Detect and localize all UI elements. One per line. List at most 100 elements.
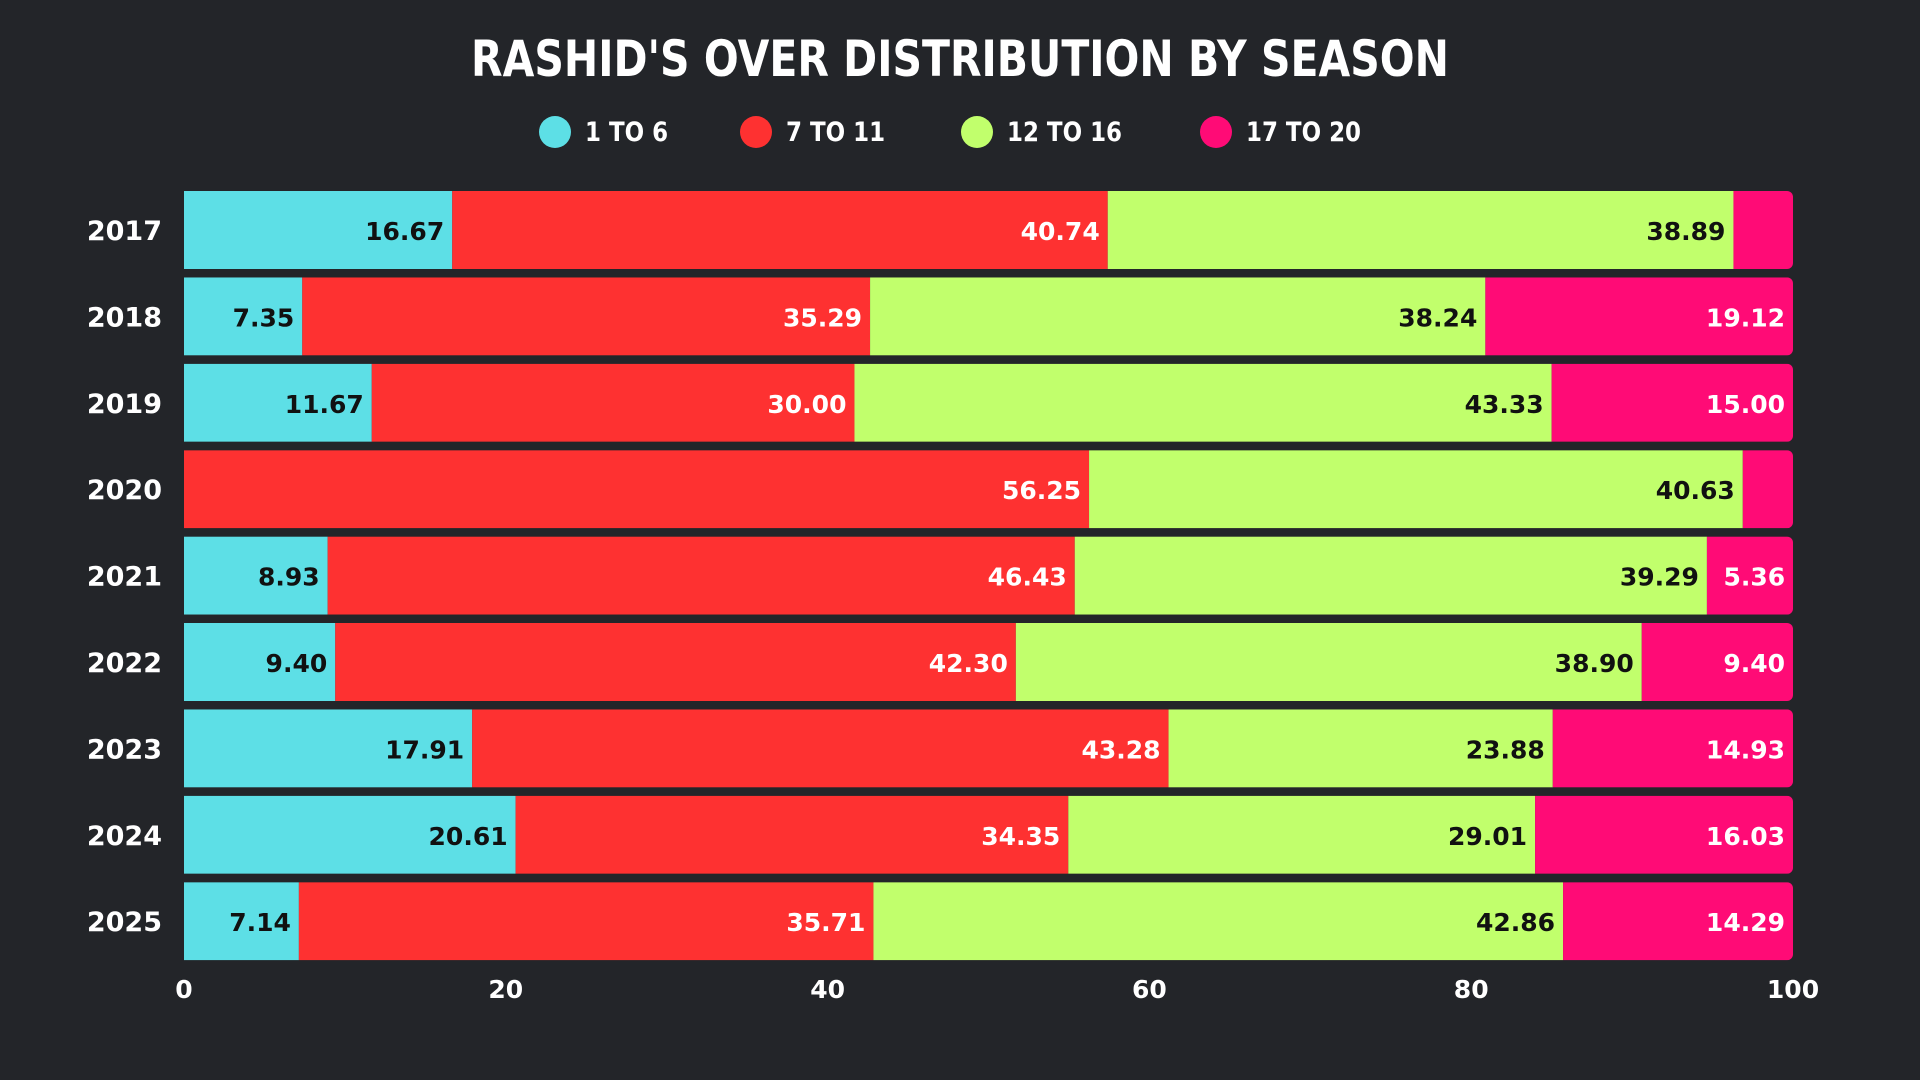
- legend-label-7-to-11: 7 TO 11: [786, 116, 886, 148]
- bar-row-2021: [184, 536, 1793, 615]
- bar-segment-2021-7-to-11: [327, 536, 1075, 615]
- bar-row-2018: [184, 277, 1793, 356]
- data-label-2017-7-to-11: 40.74: [1021, 217, 1100, 246]
- bar-segment-2021-1-to-6: [184, 536, 328, 615]
- data-label-2025-7-to-11: 35.71: [786, 908, 865, 937]
- data-label-2025-1-to-6: 7.14: [229, 908, 291, 937]
- bar-segment-2021-17-to-20: [1706, 536, 1793, 615]
- x-tick-label-80: 80: [1454, 975, 1489, 1004]
- data-label-2024-7-to-11: 34.35: [981, 822, 1060, 851]
- x-tick-label-20: 20: [488, 975, 523, 1004]
- bar-segment-2023-12-to-16: [1168, 709, 1553, 788]
- data-label-2021-17-to-20: 5.36: [1723, 563, 1785, 592]
- x-tick-label-60: 60: [1132, 975, 1167, 1004]
- y-tick-label-2017: 2017: [87, 216, 162, 247]
- bar-segment-2018-7-to-11: [302, 277, 871, 356]
- bar-segment-2019-1-to-6: [184, 363, 372, 442]
- x-tick-label-0: 0: [175, 975, 192, 1004]
- y-tick-label-2019: 2019: [87, 389, 162, 420]
- bar-segment-2017-12-to-16: [1107, 191, 1734, 269]
- data-label-2017-12-to-16: 38.89: [1646, 217, 1725, 246]
- data-label-2018-1-to-6: 7.35: [233, 303, 295, 332]
- bar-segment-2022-7-to-11: [335, 623, 1016, 701]
- bar-segment-2024-7-to-11: [515, 795, 1069, 874]
- bar-row-2020: [184, 450, 1793, 529]
- legend-label-1-to-6: 1 TO 6: [584, 116, 668, 148]
- bar-segment-2020-7-to-11: [184, 450, 1090, 529]
- legend-swatch-1-to-6: [538, 116, 571, 148]
- data-label-2018-12-to-16: 38.24: [1398, 303, 1477, 332]
- legend-item-12-to-16: 12 TO 16: [960, 116, 1142, 148]
- bar-row-2025: [184, 882, 1793, 961]
- data-label-2025-17-to-20: 14.29: [1706, 908, 1785, 937]
- bar-segment-2025-17-to-20: [1563, 882, 1793, 961]
- data-label-2024-1-to-6: 20.61: [429, 822, 508, 851]
- legend-item-1-to-6: 1 TO 6: [538, 116, 683, 148]
- bar-segment-2019-17-to-20: [1551, 363, 1793, 442]
- data-label-2023-1-to-6: 17.91: [385, 735, 464, 764]
- legend-swatch-12-to-16: [960, 116, 993, 148]
- bar-segment-2019-7-to-11: [371, 363, 855, 442]
- bar-segment-2018-12-to-16: [870, 277, 1486, 356]
- bar-segment-2024-12-to-16: [1068, 795, 1536, 874]
- legend-label-12-to-16: 12 TO 16: [1006, 116, 1122, 148]
- bar-segment-2018-17-to-20: [1485, 277, 1793, 356]
- chart-title: RASHID'S OVER DISTRIBUTION BY SEASON: [471, 30, 1449, 88]
- bar-segment-2018-1-to-6: [184, 277, 303, 356]
- bar-segment-2025-7-to-11: [298, 882, 874, 961]
- data-label-2022-7-to-11: 42.30: [929, 649, 1008, 678]
- y-tick-label-2025: 2025: [87, 907, 162, 938]
- legend-item-7-to-11: 7 TO 11: [740, 116, 903, 148]
- bar-row-2019: [184, 363, 1793, 442]
- bar-segment-2023-17-to-20: [1552, 709, 1793, 788]
- bar-segment-2023-7-to-11: [472, 709, 1169, 788]
- bar-segment-2022-1-to-6: [184, 623, 336, 701]
- bar-row-2024: [184, 795, 1793, 874]
- bar-segment-2022-12-to-16: [1015, 623, 1642, 701]
- data-label-2019-7-to-11: 30.00: [767, 390, 846, 419]
- data-label-2023-7-to-11: 43.28: [1081, 735, 1160, 764]
- bar-segment-2025-1-to-6: [184, 882, 299, 961]
- x-tick-label-100: 100: [1767, 975, 1819, 1004]
- legend-label-17-to-20: 17 TO 20: [1246, 116, 1362, 148]
- y-tick-label-2024: 2024: [87, 821, 162, 852]
- data-label-2021-1-to-6: 8.93: [258, 563, 320, 592]
- data-label-2019-17-to-20: 15.00: [1706, 390, 1785, 419]
- data-label-2022-1-to-6: 9.40: [266, 649, 328, 678]
- bar-row-2022: [184, 623, 1793, 701]
- data-label-2022-12-to-16: 38.90: [1555, 649, 1634, 678]
- legend-item-17-to-20: 17 TO 20: [1200, 116, 1381, 148]
- bar-segment-2025-12-to-16: [873, 882, 1564, 961]
- bar-segment-2020-17-to-20: [1742, 450, 1793, 529]
- bar-segment-2024-1-to-6: [184, 795, 516, 874]
- bar-segment-2017-17-to-20: [1733, 191, 1793, 269]
- data-label-2024-17-to-20: 16.03: [1706, 822, 1785, 851]
- data-label-2021-7-to-11: 46.43: [988, 563, 1067, 592]
- data-label-2023-12-to-16: 23.88: [1466, 735, 1545, 764]
- bar-segment-2017-7-to-11: [452, 191, 1108, 269]
- data-label-2018-17-to-20: 19.12: [1706, 303, 1785, 332]
- bar-row-2017: [184, 191, 1793, 269]
- data-label-2019-12-to-16: 43.33: [1465, 390, 1544, 419]
- bar-segment-2019-12-to-16: [854, 363, 1552, 442]
- data-label-2024-12-to-16: 29.01: [1448, 822, 1527, 851]
- bar-segment-2024-17-to-20: [1535, 795, 1793, 874]
- y-tick-label-2020: 2020: [87, 475, 162, 506]
- data-label-2017-1-to-6: 16.67: [365, 217, 444, 246]
- legend-swatch-17-to-20: [1200, 116, 1233, 148]
- bar-segment-2017-1-to-6: [184, 191, 453, 269]
- bar-row-2023: [184, 709, 1793, 788]
- bar-segment-2020-12-to-16: [1089, 450, 1743, 529]
- legend-swatch-7-to-11: [740, 116, 773, 148]
- data-label-2020-12-to-16: 40.63: [1656, 476, 1735, 505]
- y-tick-label-2022: 2022: [87, 648, 162, 679]
- data-label-2018-7-to-11: 35.29: [783, 303, 862, 332]
- data-label-2025-12-to-16: 42.86: [1476, 908, 1555, 937]
- y-tick-label-2018: 2018: [87, 302, 162, 333]
- data-label-2019-1-to-6: 11.67: [285, 390, 364, 419]
- bar-segment-2022-17-to-20: [1641, 623, 1793, 701]
- x-tick-label-40: 40: [810, 975, 845, 1004]
- data-label-2022-17-to-20: 9.40: [1723, 649, 1785, 678]
